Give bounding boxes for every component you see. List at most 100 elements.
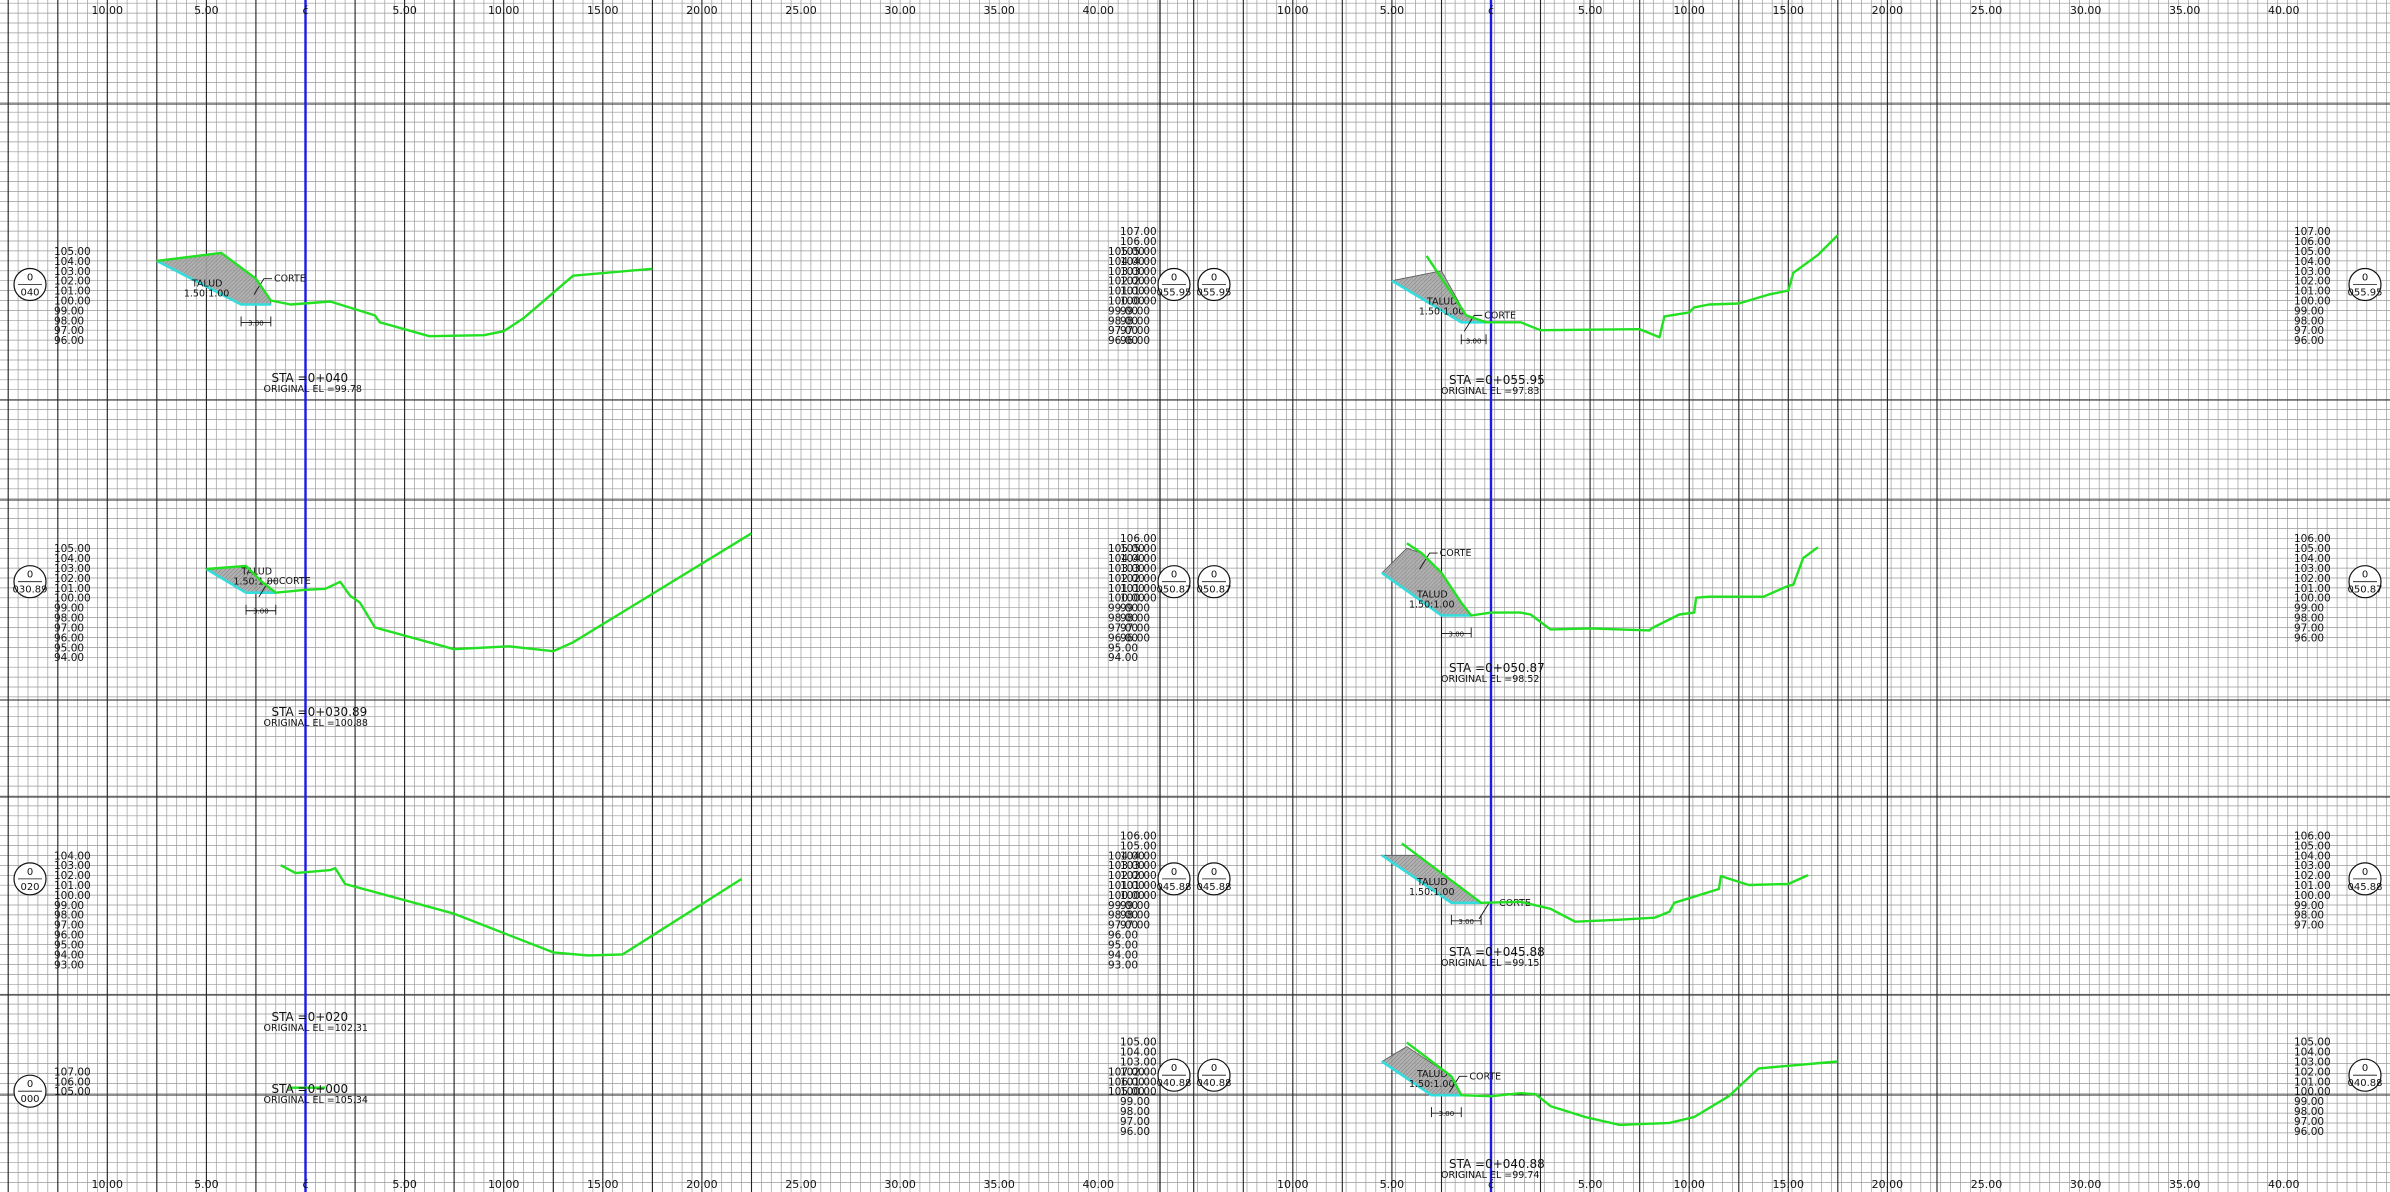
- x-tick-bottom-left: 25.00: [785, 1178, 817, 1191]
- elev-label-right: 105.00: [2294, 543, 2331, 555]
- elev-label: 100.00: [54, 890, 91, 902]
- x-tick-top-right: ć: [1488, 4, 1494, 17]
- x-tick-top-right: 10.00: [1673, 4, 1705, 17]
- talud-label: TALUD: [1426, 296, 1458, 307]
- station-bubble-top: 0: [27, 867, 33, 878]
- elev-label: 101.00: [1120, 880, 1157, 892]
- x-tick-top-left: 20.00: [686, 4, 718, 17]
- elev-label: 100.00: [1120, 890, 1157, 902]
- station-bubble-top: 0: [1171, 1063, 1177, 1074]
- elev-label: 93.00: [54, 959, 84, 971]
- elev-label: 101.00: [1120, 1076, 1157, 1088]
- elev-label-right: 102.00: [1108, 870, 1145, 882]
- station-bubble-number: 055.95: [1157, 288, 1192, 299]
- elev-label-right: 95.00: [1108, 939, 1138, 951]
- elev-label: 105.00: [1120, 840, 1157, 852]
- elev-label-right: 102.00: [2294, 1066, 2331, 1078]
- station-label: STA =0+040: [272, 371, 349, 385]
- elev-label: 103.00: [54, 860, 91, 872]
- elev-label: 101.00: [1120, 583, 1157, 595]
- elev-label-right: 96.00: [2294, 335, 2324, 347]
- station-bubble-number: 040.88: [1197, 1078, 1232, 1089]
- talud-ratio: 1.50:1.00: [1409, 1079, 1455, 1090]
- x-tick-top-left: 5.00: [194, 4, 219, 17]
- station-bubble-number: 000: [20, 1094, 39, 1105]
- ground-profile: [1406, 542, 1819, 632]
- elev-label-right: 104.00: [2294, 850, 2331, 862]
- elev-label: 95.00: [54, 939, 84, 951]
- station-bubble-number: 040.88: [1157, 1078, 1192, 1089]
- x-tick-top-left: 10.00: [488, 4, 520, 17]
- station-bubble-top: 0: [2362, 1063, 2368, 1074]
- elev-label: 103.00: [1120, 1056, 1157, 1068]
- elev-label-right: 102.00: [2294, 276, 2331, 288]
- elev-label: 97.00: [1120, 325, 1150, 337]
- elev-label: 98.00: [54, 910, 84, 922]
- talud-label: TALUD: [1416, 877, 1448, 888]
- elev-label: 97.00: [54, 325, 84, 337]
- x-tick-top-right: 25.00: [1971, 4, 2003, 17]
- elev-label: 99.00: [54, 603, 84, 615]
- elev-label-right: 98.00: [2294, 315, 2324, 327]
- elev-label-right: 105.00: [2294, 840, 2331, 852]
- elev-label-right: 96.00: [1108, 930, 1138, 942]
- elev-label: 97.00: [1120, 1116, 1150, 1128]
- station-bubble-top: 0: [2362, 867, 2368, 878]
- station-bubble-number: 045.88: [2348, 882, 2383, 893]
- road-template: [1381, 571, 1472, 617]
- elev-label: 99.00: [1120, 305, 1150, 317]
- elev-label: 99.00: [1120, 1096, 1150, 1108]
- elev-label-right: 97.00: [2294, 1116, 2324, 1128]
- station-bubble-top: 0: [1211, 1063, 1217, 1074]
- elev-label: 106.00: [1120, 533, 1157, 545]
- elev-label: 102.00: [54, 870, 91, 882]
- elev-label-right: 97.00: [1108, 622, 1138, 634]
- elev-label-right: 100.00: [2294, 890, 2331, 902]
- elev-label-right: 103.00: [2294, 860, 2331, 872]
- ground-profile: [1406, 1041, 1838, 1127]
- station-bubble-top: 0: [27, 570, 33, 581]
- elev-label-right: 101.00: [1108, 880, 1145, 892]
- station-bubble-top: 0: [1211, 273, 1217, 284]
- station-label: STA =0+055.95: [1449, 373, 1545, 387]
- station-bubble-number: 040.88: [2348, 1078, 2383, 1089]
- station-label: STA =0+030.89: [272, 705, 368, 719]
- dimension-label: 3.00: [1449, 631, 1465, 639]
- station-bubble-top: 0: [1211, 570, 1217, 581]
- x-tick-bottom-right: ć: [1488, 1178, 1494, 1191]
- x-tick-bottom-left: ć: [302, 1178, 308, 1191]
- corte-label: CORTE: [1499, 898, 1531, 909]
- elev-label-right: 104.00: [1108, 256, 1145, 268]
- elev-label-right: 95.00: [1108, 642, 1138, 654]
- elev-label: 98.00: [54, 315, 84, 327]
- elev-label-right: 103.00: [1108, 563, 1145, 575]
- elev-label: 102.00: [54, 276, 91, 288]
- elev-label-right: 105.00: [2294, 1037, 2331, 1049]
- x-tick-top-left: 40.00: [1083, 4, 1115, 17]
- station-bubble-top: 0: [1171, 570, 1177, 581]
- elev-label: 95.00: [54, 642, 84, 654]
- dimension-label: 3.00: [248, 319, 264, 327]
- elev-label-right: 102.00: [2294, 870, 2331, 882]
- elev-label: 105.00: [54, 246, 91, 258]
- elev-label: 99.00: [1120, 603, 1150, 615]
- x-tick-bottom-right: 15.00: [1773, 1178, 1805, 1191]
- elev-label-right: 105.00: [1108, 246, 1145, 258]
- elev-label: 100.00: [1120, 593, 1157, 605]
- road-template: [1381, 1060, 1462, 1097]
- station-label: STA =0+020: [272, 1010, 349, 1024]
- corte-label: CORTE: [1440, 548, 1472, 559]
- elev-label: 106.00: [1120, 236, 1157, 248]
- x-tick-bottom-left: 5.00: [392, 1178, 417, 1191]
- talud-ratio: 1.50:1.00: [1409, 600, 1455, 611]
- ground-profile: [280, 864, 743, 957]
- corte-leader: [253, 278, 272, 295]
- elev-label: 103.00: [1120, 563, 1157, 575]
- x-tick-bottom-left: 15.00: [587, 1178, 619, 1191]
